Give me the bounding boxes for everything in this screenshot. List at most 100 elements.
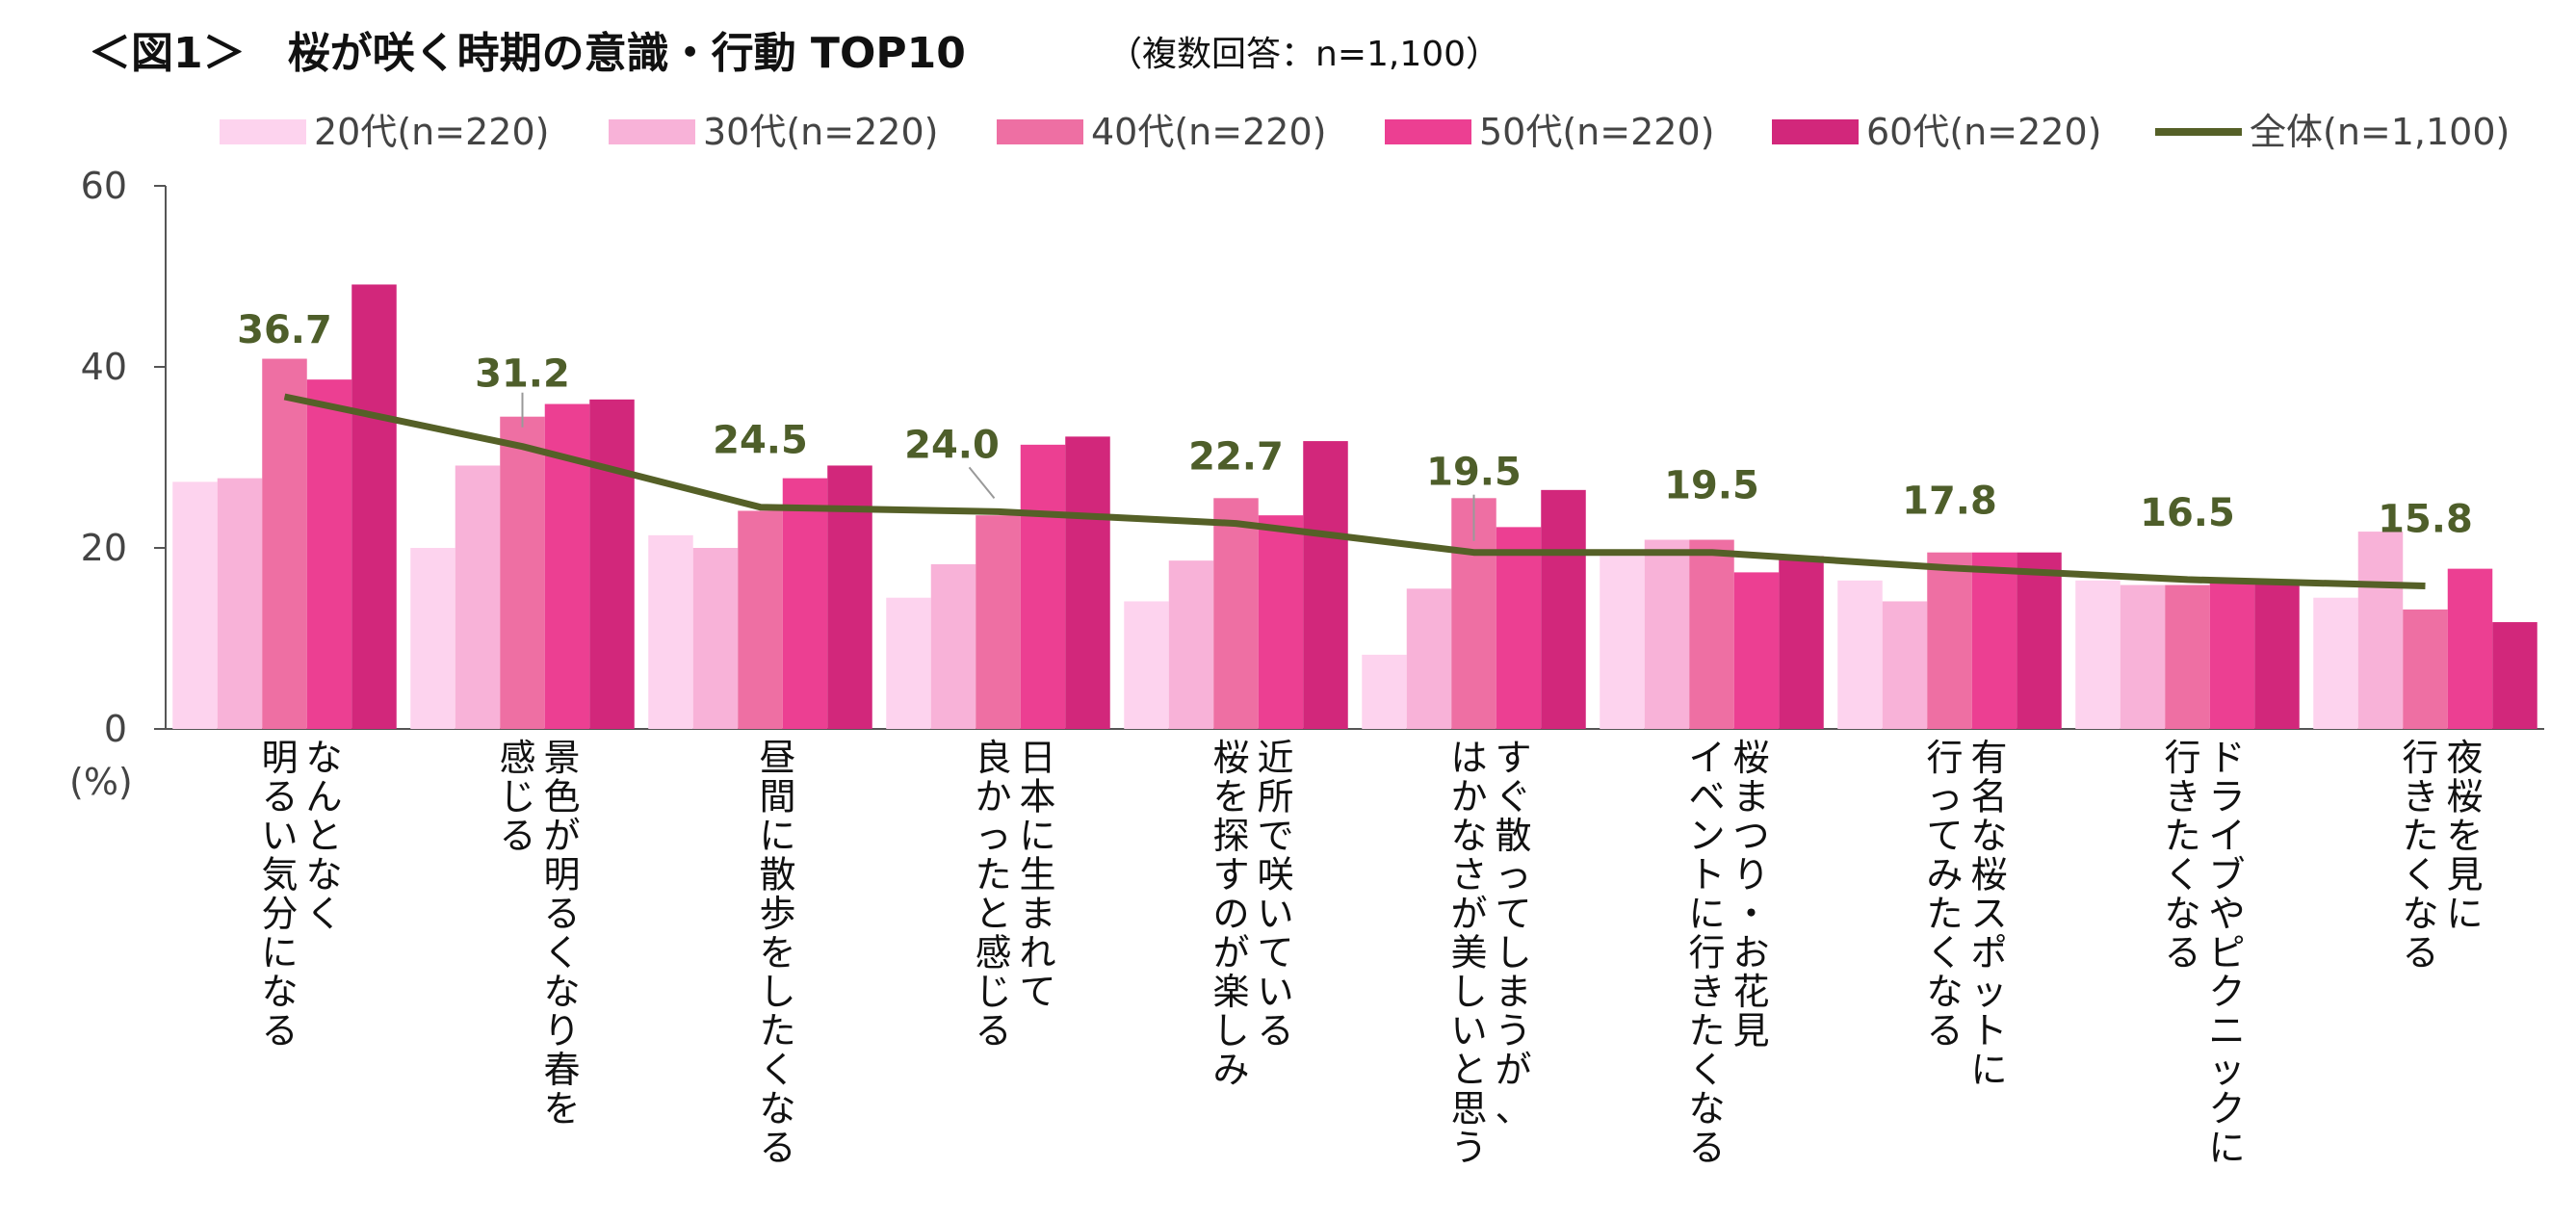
bar <box>2165 585 2210 729</box>
bar <box>2403 609 2448 729</box>
bar <box>1406 588 1452 729</box>
bar <box>589 399 635 729</box>
legend-swatch-4 <box>1385 119 1471 144</box>
legend-label-3: 40代(n=220) <box>1091 111 1326 153</box>
category-label: 行きたくなる <box>2402 737 2438 974</box>
category-label: 景色が明るくなり春を <box>543 737 580 1130</box>
category-label: はかなさが美しいと思う <box>1450 737 1487 1169</box>
bar <box>1927 552 1972 729</box>
bar <box>1600 556 1645 729</box>
bar <box>2492 622 2537 729</box>
legend-label-5: 60代(n=220) <box>1866 111 2101 153</box>
bar <box>1213 498 1259 729</box>
legend-swatch-5 <box>1772 119 1859 144</box>
category-label: イベントに行きたくなる <box>1688 737 1725 1169</box>
bar <box>1971 552 2017 729</box>
legend-swatch-1 <box>220 119 306 144</box>
bar <box>2357 532 2404 729</box>
category-label: すぐ散ってしまうが、 <box>1495 737 1531 1130</box>
chart-title: ＜図1＞ 桜が咲く時期の意識・行動 TOP10 <box>89 29 966 78</box>
overall-line <box>283 393 2426 589</box>
bar <box>2209 580 2255 729</box>
category-label: 近所で咲いている <box>1257 737 1293 1052</box>
bar <box>1541 489 1586 729</box>
line-data-label: 24.5 <box>713 419 808 463</box>
overall-line-layer <box>283 393 2426 589</box>
bar <box>1689 539 1734 729</box>
bar <box>1733 572 1780 729</box>
bar <box>410 548 455 729</box>
category-label: 行ってみたくなる <box>1926 737 1963 1052</box>
bar <box>976 515 1021 729</box>
bar <box>1496 527 1542 729</box>
y-tick-label: 60 <box>81 165 127 207</box>
bar <box>1124 601 1169 729</box>
bar <box>2075 580 2121 729</box>
category-label: 行きたくなる <box>2164 737 2200 974</box>
bar <box>1362 654 1407 729</box>
bar <box>262 358 307 729</box>
bar <box>2017 552 2062 729</box>
y-tick-label: 20 <box>81 527 127 569</box>
bar <box>1168 560 1214 729</box>
bar <box>351 284 397 729</box>
bar <box>217 478 263 729</box>
y-tick-label: 40 <box>81 346 127 388</box>
category-label: 明るい気分になる <box>261 737 298 1052</box>
bar <box>782 478 828 729</box>
bar <box>930 563 976 729</box>
legend: 20代(n=220) 30代(n=220) 40代(n=220) 50代(n=220)… <box>220 111 2510 153</box>
chart-subtitle: （複数回答：n=1,100） <box>1107 35 1500 74</box>
category-label: 桜を探すのが楽しみ <box>1212 737 1249 1091</box>
category-label: 感じる <box>499 737 535 857</box>
bar <box>1258 515 1304 729</box>
legend-label-1: 20代(n=220) <box>314 111 549 153</box>
bar <box>827 465 872 729</box>
bar <box>692 548 739 729</box>
category-label: ドライブやピクニックに <box>2208 737 2245 1169</box>
bar <box>886 597 931 729</box>
legend-swatch-3 <box>997 119 1083 144</box>
legend-label-overall: 全体(n=1,100) <box>2250 111 2510 153</box>
category-label: 有名な桜スポットに <box>1970 737 2007 1091</box>
legend-label-4: 50代(n=220) <box>1479 111 1714 153</box>
legend-label-2: 30代(n=220) <box>703 111 938 153</box>
y-axis-label: (%) <box>69 761 133 803</box>
bar <box>2254 580 2300 729</box>
line-data-label: 17.8 <box>1902 480 1997 524</box>
category-label: 日本に生まれて <box>1019 737 1055 1013</box>
bar <box>1779 556 1824 729</box>
bar <box>1303 441 1348 729</box>
bar <box>172 481 218 729</box>
legend-swatch-2 <box>609 119 695 144</box>
bar <box>306 379 352 729</box>
bar <box>1644 539 1690 729</box>
line-data-label: 16.5 <box>2140 491 2235 535</box>
bar <box>2313 597 2358 729</box>
category-label: 桜まつり・お花見 <box>1732 737 1769 1052</box>
category-label: なんとなく <box>305 737 342 935</box>
bar <box>500 416 545 729</box>
line-data-label: 24.0 <box>904 423 1000 467</box>
bar <box>1882 601 1928 729</box>
bar <box>648 534 693 729</box>
bar <box>1837 580 1883 729</box>
bars <box>172 284 2537 729</box>
line-data-label: 36.7 <box>237 308 332 352</box>
bar <box>1020 444 1066 729</box>
bar <box>2120 585 2166 729</box>
line-data-label: 22.7 <box>1188 435 1284 480</box>
line-data-label: 15.8 <box>2378 497 2473 541</box>
bar <box>738 510 783 729</box>
category-label: 昼間に散歩をしたくなる <box>759 737 795 1169</box>
line-data-label: 19.5 <box>1426 451 1522 495</box>
y-tick-label: 0 <box>104 708 127 750</box>
bar <box>455 465 501 729</box>
bar <box>1065 436 1110 729</box>
bar <box>2447 568 2493 729</box>
line-data-label: 19.5 <box>1664 464 1759 508</box>
category-label: 夜桜を見に <box>2446 737 2483 935</box>
